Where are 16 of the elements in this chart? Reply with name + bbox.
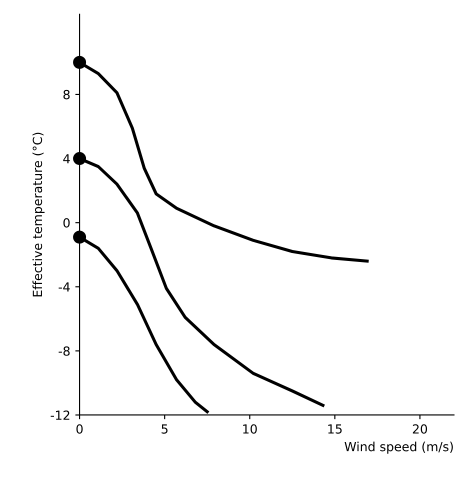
point [73, 230, 86, 244]
x-tick-label: 10 [243, 424, 257, 434]
y-tick-label: -8 [58, 346, 70, 356]
x-tick-label: 20 [412, 424, 428, 434]
y-axis-title: Effective temperature (°C) [32, 132, 45, 296]
point [73, 152, 86, 166]
y-tick-label: -12 [50, 410, 70, 420]
point [73, 56, 86, 69]
x-axis-title: Wind speed (m/s) [344, 442, 453, 454]
x-tick-label: 0 [76, 424, 83, 434]
x-tick-label: 5 [162, 424, 168, 434]
y-tick-label: 4 [63, 154, 70, 164]
y-tick-label: -4 [58, 282, 70, 292]
y-tick-label: 8 [63, 90, 70, 100]
x-tick-label: 15 [328, 424, 342, 434]
y-tick-label: 0 [63, 218, 70, 228]
